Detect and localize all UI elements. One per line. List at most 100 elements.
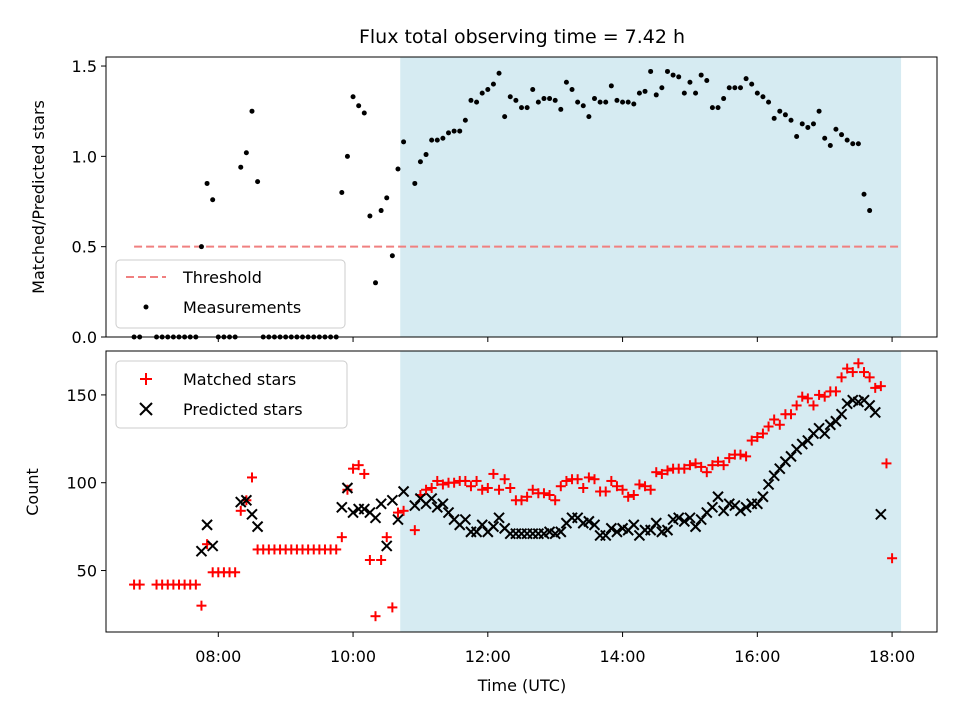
predicted-star-point (678, 515, 691, 528)
measurement-point (591, 96, 597, 102)
predicted-star-point (392, 513, 404, 526)
legend-measurements-swatch (143, 304, 149, 310)
predicted-star-point (431, 501, 443, 514)
predicted-star-point (201, 519, 213, 531)
measurement-point (502, 114, 508, 120)
measurement-point (822, 135, 828, 141)
matched-star-point (707, 460, 718, 471)
measurement-point (839, 132, 845, 138)
matched-star-point (853, 358, 864, 369)
measurement-point (681, 90, 687, 96)
matched-star-point (499, 474, 510, 485)
measurement-point (350, 94, 356, 100)
measurement-point (676, 74, 682, 80)
matched-star-point (516, 495, 527, 506)
matched-star-point (724, 453, 735, 464)
measurement-point (535, 99, 541, 105)
measurement-point (451, 128, 457, 134)
measurement-point (440, 135, 446, 141)
measurement-point (782, 112, 788, 118)
measurement-point (766, 99, 772, 105)
bottom-x-ticks: 08:00 10:00 12:00 14:00 16:00 18:00 (195, 632, 915, 666)
measurement-point (367, 213, 373, 219)
matched-star-point (477, 484, 488, 495)
predicted-star-point (583, 515, 595, 528)
matched-star-point (662, 465, 673, 476)
measurement-point (760, 94, 766, 100)
measurement-point (653, 92, 659, 98)
predicted-star-point (251, 520, 264, 533)
matched-star-point (752, 432, 763, 443)
matched-star-point (522, 491, 533, 502)
matched-star-point (830, 386, 841, 397)
matched-star-point (746, 435, 757, 446)
x-tick-label: 16:00 (734, 647, 780, 666)
matched-star-point (870, 382, 881, 393)
predicted-star-point (493, 512, 505, 524)
measurement-point (519, 105, 524, 111)
matched-star-point (342, 484, 353, 495)
measurement-point (417, 159, 423, 165)
matched-star-point (426, 482, 437, 493)
matched-star-point (611, 481, 622, 492)
measurement-point (457, 128, 463, 134)
matched-star-point (488, 468, 499, 479)
predicted-star-point (397, 485, 410, 498)
predicted-star-point (588, 519, 601, 531)
matched-star-point (555, 481, 566, 492)
matched-star-point (364, 554, 375, 565)
matched-star-point (437, 479, 448, 490)
measurement-point (524, 105, 530, 111)
predicted-star-point (650, 517, 662, 529)
predicted-star-point (712, 491, 724, 503)
bottom-axes-frame (105, 350, 938, 633)
measurement-point (855, 141, 861, 147)
matched-star-point (864, 372, 875, 383)
measurement-point (608, 83, 614, 89)
measurement-point (816, 108, 822, 114)
predicted-star-point (459, 513, 472, 526)
top-axes-frame (105, 56, 938, 338)
matched-star-point (887, 553, 898, 564)
matched-star-point (679, 463, 690, 474)
matched-star-point (757, 428, 768, 439)
matched-star-point (505, 482, 516, 493)
predicted-star-point (661, 524, 674, 536)
predicted-star-point (246, 508, 258, 521)
measurement-point (434, 137, 440, 143)
top-legend-box (115, 259, 346, 329)
measurement-point (721, 96, 727, 102)
predicted-star-point (605, 522, 618, 535)
measurement-point (749, 81, 755, 87)
x-tick-label: 08:00 (195, 647, 241, 666)
matched-star-point (634, 479, 645, 490)
predicted-star-point (628, 519, 640, 531)
measurement-point (732, 85, 738, 91)
measurement-point (238, 164, 244, 170)
measurement-point (603, 99, 609, 105)
matched-star-point (690, 458, 701, 469)
predicted-star-point (358, 503, 370, 515)
matched-star-point (449, 477, 460, 488)
matched-star-point (696, 461, 707, 472)
matched-star-point (769, 414, 780, 425)
measurement-point (513, 97, 519, 103)
matched-star-point (640, 481, 651, 492)
measurement-point (754, 90, 760, 96)
measurement-point (715, 105, 721, 111)
measurement-point (255, 179, 261, 185)
measurement-point (620, 99, 626, 105)
measurement-point (541, 96, 547, 102)
matched-star-point (387, 602, 398, 613)
measurement-point (249, 108, 255, 114)
measurement-point (709, 105, 715, 111)
measurement-point (552, 97, 558, 103)
matched-stars-points (129, 358, 898, 622)
matched-star-point (735, 449, 746, 460)
legend-matched-label: Matched stars (183, 370, 296, 389)
measurement-point (827, 143, 833, 149)
x-tick-label: 12:00 (465, 647, 511, 666)
measurement-point (704, 77, 710, 83)
matched-star-point (797, 391, 808, 402)
legend-threshold-label: Threshold (182, 268, 262, 287)
